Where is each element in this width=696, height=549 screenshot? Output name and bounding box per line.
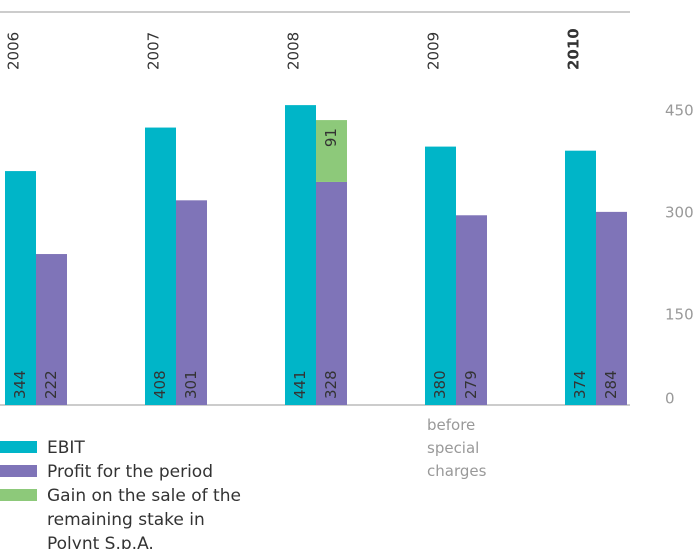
annotation: before special charges bbox=[427, 416, 487, 480]
bar bbox=[425, 146, 456, 405]
legend-label: EBIT bbox=[47, 438, 85, 458]
bar bbox=[596, 211, 627, 405]
legend-swatch bbox=[0, 441, 37, 453]
value-label: 91 bbox=[322, 128, 340, 147]
bar bbox=[285, 105, 316, 406]
y-tick-label: 150 bbox=[665, 306, 694, 324]
value-label: 301 bbox=[182, 370, 200, 399]
x-tick-label: 2007 bbox=[145, 32, 163, 70]
value-label: 344 bbox=[11, 370, 29, 399]
value-label: 328 bbox=[322, 370, 340, 399]
bar bbox=[145, 127, 176, 405]
value-label: 380 bbox=[431, 370, 449, 399]
x-tick-label: 2008 bbox=[285, 32, 303, 70]
value-label: 408 bbox=[151, 370, 169, 399]
bar bbox=[565, 150, 596, 405]
bar bbox=[36, 254, 67, 405]
legend-item: Profit for the period bbox=[0, 460, 260, 484]
x-tick-label: 2009 bbox=[425, 32, 443, 70]
legend-label: Profit for the period bbox=[47, 462, 213, 482]
y-tick-label: 300 bbox=[665, 204, 694, 222]
y-tick-label: 0 bbox=[665, 390, 675, 408]
legend-item: Gain on the sale of the remaining stake … bbox=[0, 484, 260, 549]
value-label: 222 bbox=[42, 370, 60, 399]
legend-swatch bbox=[0, 489, 37, 501]
x-tick-label: 2006 bbox=[5, 32, 23, 70]
legend-swatch bbox=[0, 465, 37, 477]
legend-item: EBIT bbox=[0, 436, 260, 460]
x-tick-label: 2010 bbox=[565, 28, 583, 70]
bar bbox=[5, 171, 36, 405]
value-label: 441 bbox=[291, 370, 309, 399]
bar bbox=[316, 181, 347, 405]
value-label: 374 bbox=[571, 370, 589, 399]
value-label: 279 bbox=[462, 370, 480, 399]
bar bbox=[316, 120, 347, 182]
value-label: 284 bbox=[602, 370, 620, 399]
y-tick-label: 450 bbox=[665, 102, 694, 120]
bar bbox=[456, 215, 487, 405]
bar bbox=[176, 200, 207, 405]
legend: EBIT Profit for the period Gain on the sal… bbox=[0, 436, 260, 549]
legend-label: Gain on the sale of the remaining stake … bbox=[47, 486, 241, 549]
